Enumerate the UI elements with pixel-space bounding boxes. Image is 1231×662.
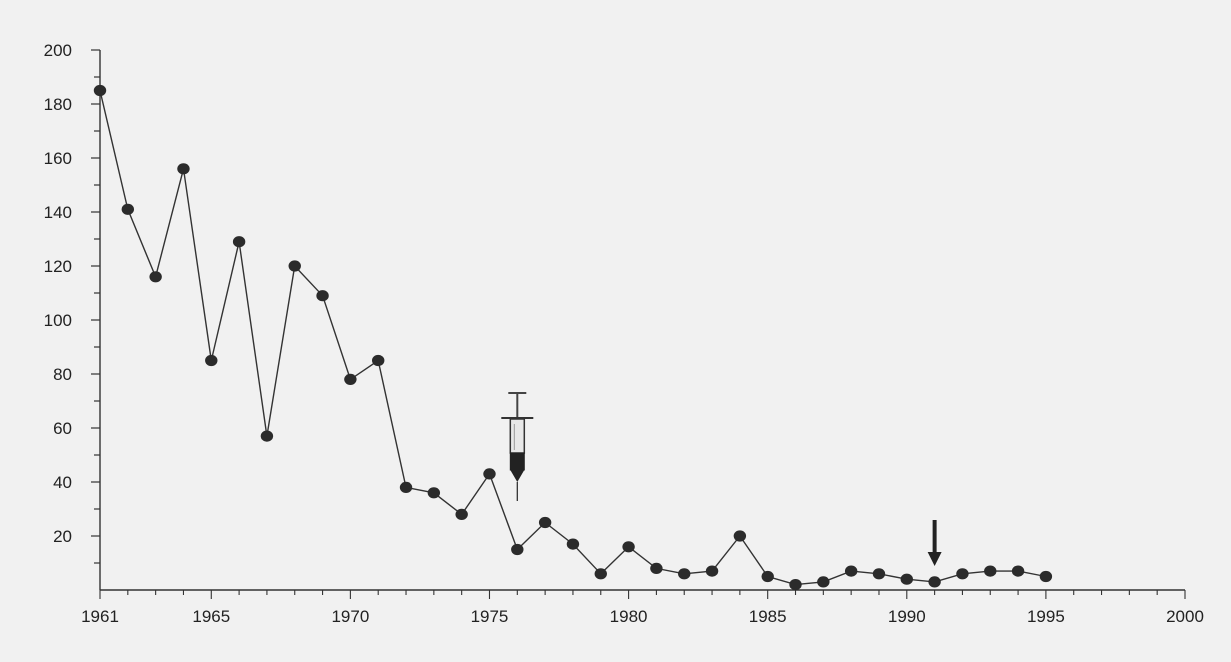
data-point [372,354,385,367]
data-point [205,354,218,367]
x-tick-label: 1985 [749,607,787,626]
x-tick-labels: 1961 1965 1970 1975 1980 1985 1990 1995 2000 [81,607,1204,626]
data-point [288,260,301,272]
data-point [455,508,468,520]
data-point [344,373,357,385]
data-point [483,468,496,480]
data-point [650,562,663,575]
y-tick-label: 60 [53,419,72,438]
series-line [99,90,1047,586]
axes [91,49,1186,599]
data-point [705,565,719,577]
x-tick-label: 1990 [888,607,926,626]
data-point [399,481,413,493]
y-tick-label: 80 [53,365,72,384]
x-tick-label: 1995 [1027,607,1065,626]
data-point [789,579,802,591]
data-point [956,568,969,580]
x-tick-label: 1975 [471,607,509,626]
data-point [538,516,552,529]
x-tick-label: 2000 [1166,607,1204,626]
data-point [149,271,162,283]
data-point [594,568,607,580]
data-point [121,203,135,215]
y-tick-label: 40 [53,473,72,492]
x-tick-label: 1961 [81,607,119,626]
data-point [817,576,830,588]
data-point [984,565,997,577]
y-tick-labels: 20 40 60 80 100 120 140 160 180 200 [44,41,72,546]
data-point [733,530,747,542]
y-tick-label: 120 [44,257,72,276]
data-point [260,430,274,442]
y-tick-label: 20 [53,527,72,546]
y-tick-label: 140 [44,203,72,222]
data-point [566,538,580,550]
data-point [678,568,691,580]
data-point [1011,565,1025,577]
data-point [232,236,246,248]
y-tick-label: 200 [44,41,72,60]
data-point [900,573,913,585]
down-arrow-icon [927,520,942,566]
y-tick-label: 100 [44,311,72,330]
y-tick-label: 180 [44,95,72,114]
data-point [511,543,524,556]
data-point [928,576,941,588]
data-point [427,487,441,499]
data-point [316,290,329,302]
data-point [844,565,858,577]
data-point [622,541,635,553]
y-tick-label: 160 [44,149,72,168]
syringe-icon [501,392,534,501]
data-point [1039,570,1053,583]
x-tick-label: 1965 [192,607,230,626]
x-tick-label: 1980 [610,607,648,626]
data-point [93,84,107,97]
data-point [177,163,190,175]
x-tick-label: 1970 [331,607,369,626]
data-point [872,568,886,580]
annotations [501,392,942,566]
data-point [761,570,774,583]
data-points [93,84,1053,591]
